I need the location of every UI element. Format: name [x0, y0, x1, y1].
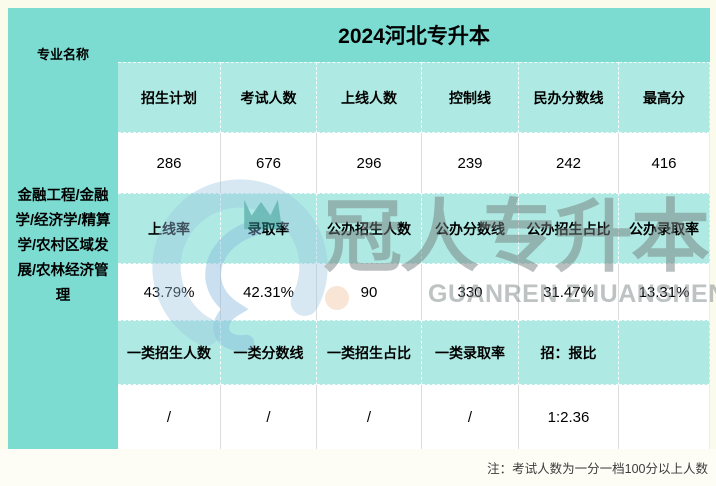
value-cell: 90: [317, 264, 422, 320]
header-cell: 公办招生人数: [317, 193, 422, 264]
value-cell: 42.31%: [221, 264, 317, 320]
major-name: 金融工程/金融学/经济学/精算学/农村区域发展/农林经济管理: [15, 188, 111, 304]
value-cell: 13.31%: [619, 264, 710, 320]
value-cell: 43.79%: [118, 264, 221, 320]
header-cell: 招生计划: [118, 62, 221, 133]
header-cell: 考试人数: [221, 62, 317, 133]
value-cell: 1:2.36: [519, 385, 619, 449]
header-cell: 一类分数线: [221, 320, 317, 385]
column-label: 专业名称: [36, 47, 89, 62]
value-cell: 286: [118, 133, 221, 193]
value-cell: 296: [317, 133, 422, 193]
value-cell: [619, 385, 710, 449]
value-cell: 242: [519, 133, 619, 193]
header-cell: 招：报比: [519, 320, 619, 385]
page-title: 2024河北专升本: [118, 8, 710, 62]
header-cell: 上线率: [118, 193, 221, 264]
value-cell: /: [422, 385, 519, 449]
value-cell: 676: [221, 133, 317, 193]
header-cell: 控制线: [422, 62, 519, 133]
major-name-column: 专业名称 金融工程/金融学/经济学/精算学/农村区域发展/农林经济管理: [8, 8, 118, 449]
stats-table: 2024河北专升本 招生计划 考试人数 上线人数 控制线 民办分数线 最高分 2…: [118, 8, 710, 450]
value-cell: 330: [422, 264, 519, 320]
header-cell: 公办分数线: [422, 193, 519, 264]
header-cell: 一类招生占比: [317, 320, 422, 385]
header-cell: 公办招生占比: [519, 193, 619, 264]
header-cell: 公办录取率: [619, 193, 710, 264]
value-cell: /: [317, 385, 422, 449]
value-cell: /: [221, 385, 317, 449]
value-cell: 31.47%: [519, 264, 619, 320]
footer-note: 注：考试人数为一分一档100分以上人数: [487, 462, 708, 476]
value-cell: /: [118, 385, 221, 449]
header-cell: 上线人数: [317, 62, 422, 133]
value-cell: 416: [619, 133, 710, 193]
header-cell: 录取率: [221, 193, 317, 264]
header-cell: [619, 320, 710, 385]
header-cell: 一类招生人数: [118, 320, 221, 385]
header-cell: 最高分: [619, 62, 710, 133]
header-cell: 一类录取率: [422, 320, 519, 385]
value-cell: 239: [422, 133, 519, 193]
footer-note-strip: 注：考试人数为一分一档100分以上人数: [0, 449, 716, 486]
header-cell: 民办分数线: [519, 62, 619, 133]
